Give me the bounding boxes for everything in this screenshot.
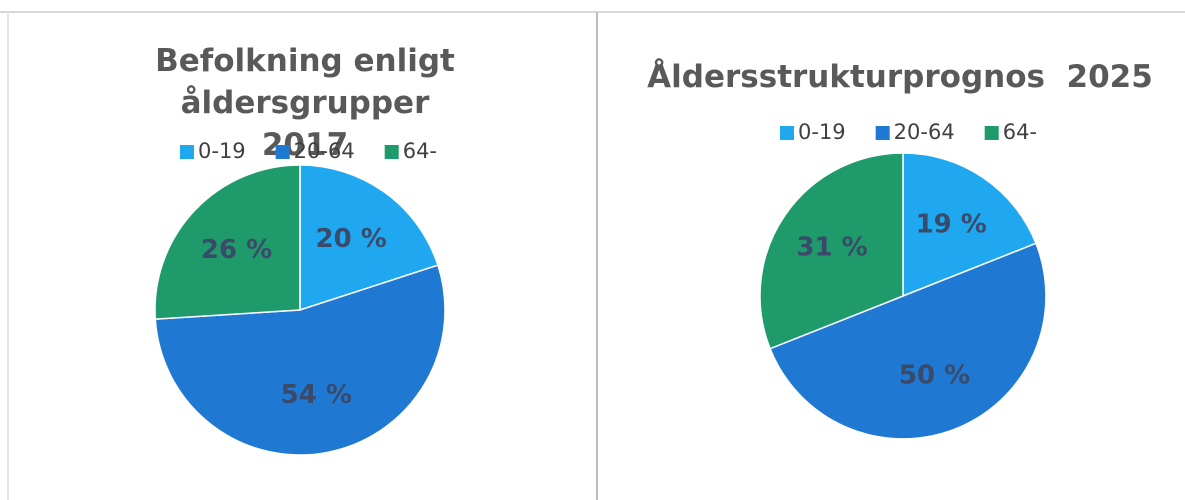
chart-title: Åldersstrukturprognos 2025 — [647, 59, 1153, 95]
data-label: 26 % — [201, 235, 272, 265]
pie-slice — [759, 152, 904, 350]
data-label: 54 % — [281, 380, 352, 410]
legend-label: 0-19 — [798, 120, 846, 144]
pie-slice — [299, 164, 439, 312]
legend-swatch — [875, 126, 890, 140]
legend-label: 0-19 — [198, 139, 246, 163]
legend-swatch — [984, 126, 999, 140]
data-label: 19 % — [916, 210, 987, 240]
legend-label: 64- — [1003, 120, 1037, 144]
data-label: 31 % — [796, 232, 867, 262]
legend-swatch — [384, 145, 399, 159]
legend-swatch — [780, 126, 794, 140]
legend-label: 20-64 — [894, 120, 955, 144]
pie-slice — [154, 164, 301, 320]
chart-title: Befolkning enligt åldersgrupper 2017 — [155, 43, 466, 163]
pie-slice — [154, 264, 446, 456]
data-label: 50 % — [899, 360, 970, 390]
pie-slice — [769, 242, 1047, 440]
legend-label: 64- — [403, 139, 437, 163]
legend-label: 20-64 — [294, 139, 355, 163]
legend-swatch — [275, 145, 290, 159]
data-label: 20 % — [315, 224, 386, 254]
legend-swatch — [180, 145, 194, 159]
pie-slice — [902, 152, 1037, 298]
